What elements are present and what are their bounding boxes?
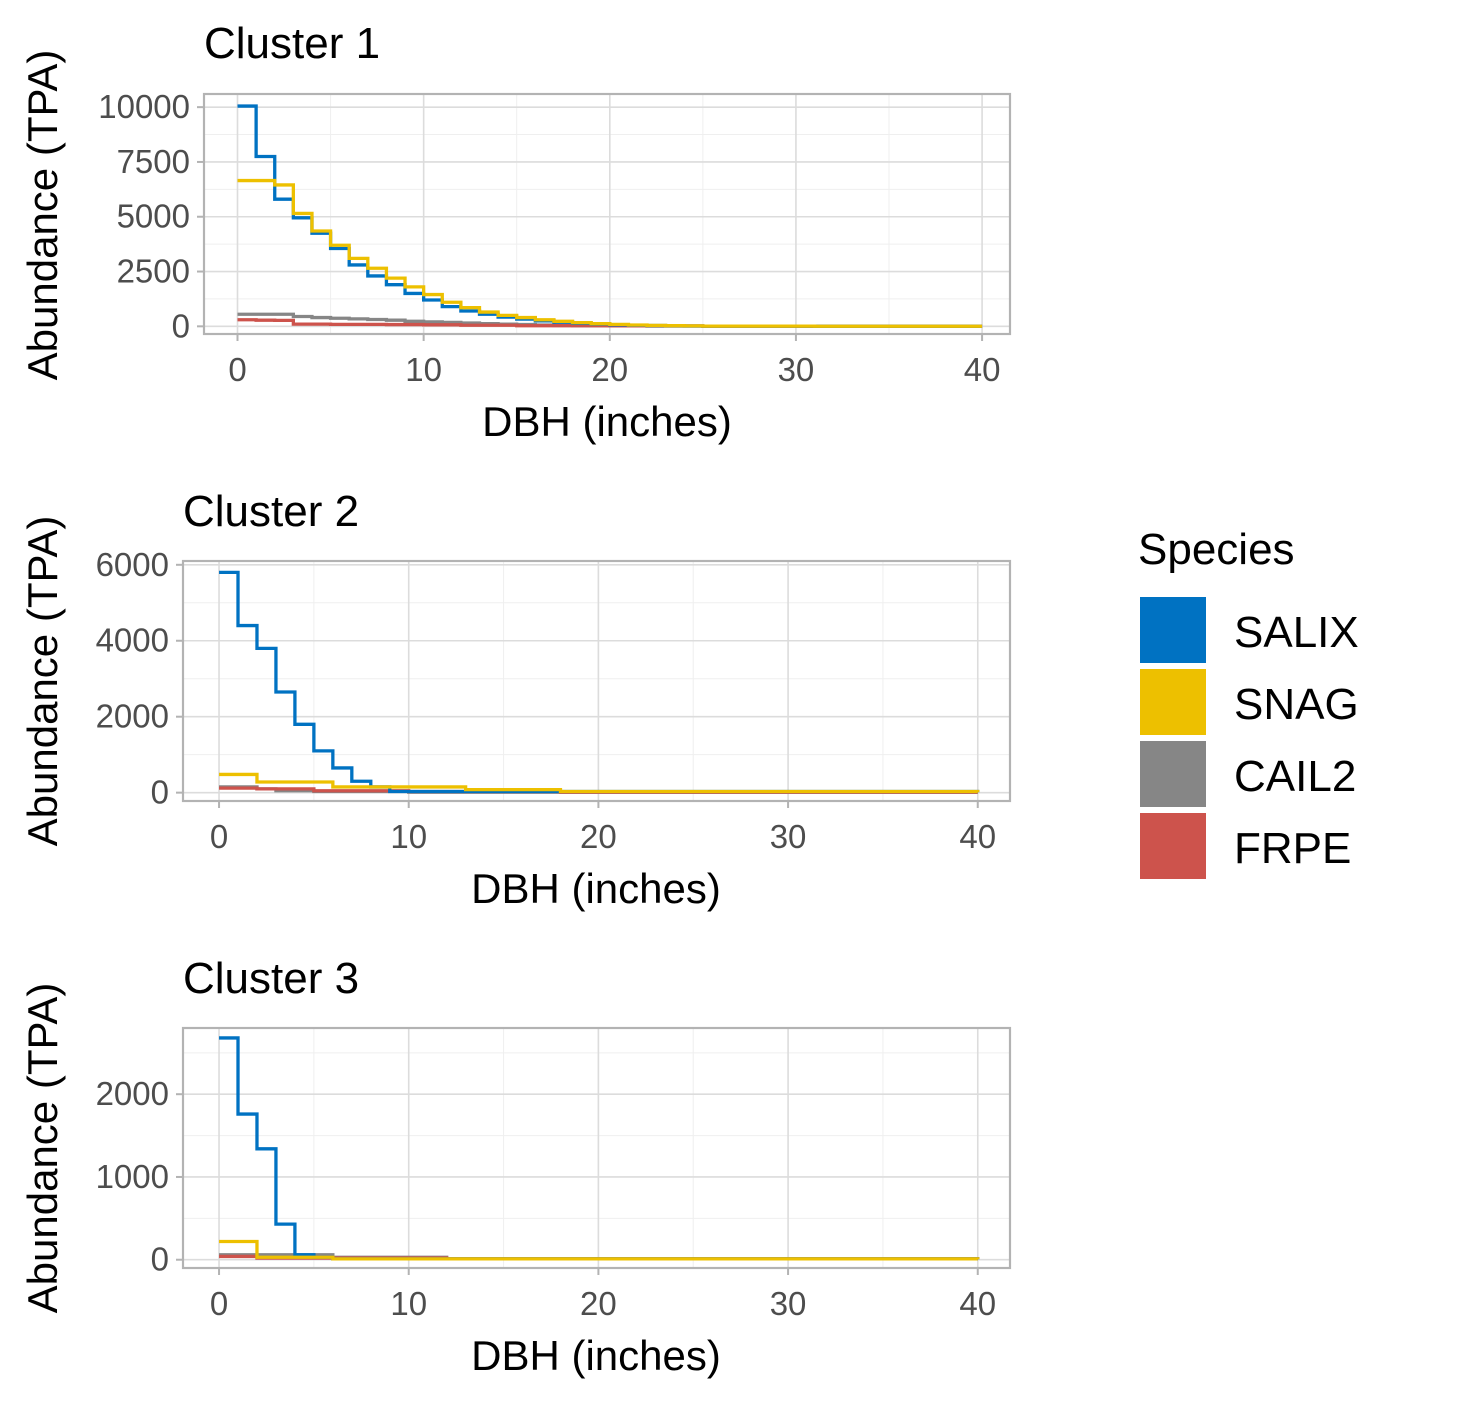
y-tick-label: 0 <box>151 774 169 811</box>
legend-item-snag: SNAG <box>1140 669 1359 735</box>
axes: 0 10 20 30 40 0 2500 5000 7500 10000 <box>98 88 1000 388</box>
y-tick-label: 0 <box>151 1241 169 1278</box>
x-tick-label: 10 <box>390 1285 427 1322</box>
x-tick-label: 30 <box>770 818 807 855</box>
axes: 0 10 20 30 40 0 2000 4000 6000 <box>96 546 997 855</box>
legend-swatch <box>1140 741 1206 807</box>
legend-label: FRPE <box>1234 824 1351 873</box>
y-axis-title: Abundance (TPA) <box>19 516 66 847</box>
x-tick-label: 40 <box>959 1285 996 1322</box>
x-tick-label: 40 <box>959 818 996 855</box>
series-line-snag <box>219 1239 980 1261</box>
series-lines <box>237 104 983 328</box>
gridlines <box>204 94 1010 334</box>
x-axis-title: DBH (inches) <box>471 865 721 912</box>
plot-area: 0 10 20 30 40 0 2500 5000 7500 10000 <box>98 88 1012 388</box>
y-tick-label: 2000 <box>96 1075 169 1112</box>
legend-item-frpe: FRPE <box>1140 813 1351 879</box>
gridlines <box>183 561 1010 801</box>
plot-area: 0 10 20 30 40 0 1000 2000 <box>96 1026 1012 1322</box>
x-axis-title: DBH (inches) <box>471 1332 721 1379</box>
x-axis-title: DBH (inches) <box>482 398 732 445</box>
panel-border <box>202 92 1012 336</box>
panel-border <box>181 559 1012 803</box>
legend-label: SNAG <box>1234 680 1359 729</box>
panel-cluster-1: Cluster 1 0 10 20 30 40 0 2500 5000 7500 10000 DB… <box>19 19 1012 445</box>
panel-cluster-2: Cluster 2 0 10 20 30 40 0 2000 4000 6000 DBH (in… <box>19 487 1012 912</box>
y-tick-label: 7500 <box>117 143 190 180</box>
panel-title: Cluster 1 <box>204 19 380 68</box>
axes: 0 10 20 30 40 0 1000 2000 <box>96 1075 997 1322</box>
legend-swatch <box>1140 597 1206 663</box>
legend-item-salix: SALIX <box>1140 597 1359 663</box>
legend-label: CAIL2 <box>1234 752 1356 801</box>
y-tick-label: 10000 <box>98 88 190 125</box>
y-tick-label: 4000 <box>96 622 169 659</box>
x-tick-label: 0 <box>210 1285 228 1322</box>
y-tick-label: 2000 <box>96 698 169 735</box>
legend-label: SALIX <box>1234 608 1359 657</box>
x-tick-label: 0 <box>228 351 246 388</box>
panel-title: Cluster 3 <box>183 954 359 1003</box>
series-line-snag <box>219 772 980 794</box>
legend-item-cail2: CAIL2 <box>1140 741 1356 807</box>
gridlines <box>183 1028 1010 1268</box>
y-axis-title: Abundance (TPA) <box>19 983 66 1314</box>
legend-swatch <box>1140 813 1206 879</box>
legend-title: Species <box>1138 525 1295 574</box>
legend-swatch <box>1140 669 1206 735</box>
panel-cluster-3: Cluster 3 0 10 20 30 40 0 1000 2000 DBH (inches… <box>19 954 1012 1379</box>
y-axis-title: Abundance (TPA) <box>19 50 66 381</box>
x-tick-label: 20 <box>580 818 617 855</box>
x-tick-label: 20 <box>580 1285 617 1322</box>
y-tick-label: 5000 <box>117 198 190 235</box>
series-lines <box>219 1036 980 1261</box>
x-tick-label: 30 <box>778 351 815 388</box>
y-tick-label: 0 <box>172 307 190 344</box>
panel-border <box>181 1026 1012 1270</box>
series-lines <box>219 570 980 794</box>
x-tick-label: 20 <box>591 351 628 388</box>
x-tick-label: 0 <box>210 818 228 855</box>
series-line-snag <box>237 178 983 328</box>
legend-items: SALIX SNAG CAIL2 FRPE <box>1140 597 1359 879</box>
x-tick-label: 40 <box>964 351 1001 388</box>
x-tick-label: 10 <box>405 351 442 388</box>
y-tick-label: 2500 <box>117 253 190 290</box>
plot-area: 0 10 20 30 40 0 2000 4000 6000 <box>96 546 1012 855</box>
y-tick-label: 1000 <box>96 1158 169 1195</box>
panel-title: Cluster 2 <box>183 487 359 536</box>
x-tick-label: 10 <box>390 818 427 855</box>
x-tick-label: 30 <box>770 1285 807 1322</box>
legend: Species SALIX SNAG CAIL2 FRPE <box>1138 525 1359 879</box>
y-tick-label: 6000 <box>96 546 169 583</box>
